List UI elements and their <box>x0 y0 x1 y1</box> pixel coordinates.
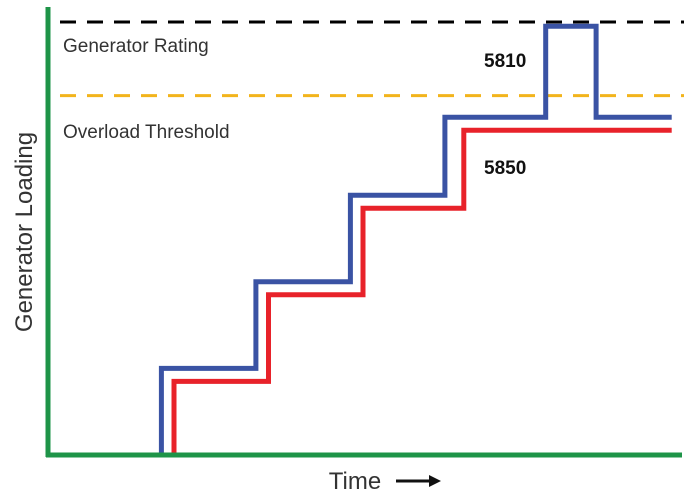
generator-rating-label: Generator Rating <box>63 36 209 57</box>
axes <box>45 7 682 458</box>
series-label-5810: 5810 <box>484 51 526 72</box>
reference-lines <box>60 20 684 98</box>
y-axis-label: Generator Loading <box>11 132 38 332</box>
series-lines <box>158 23 672 455</box>
x-axis-label: Time <box>329 468 381 493</box>
series-line-5850 <box>171 127 672 455</box>
labels: Generator Rating Overload Threshold 5810… <box>11 36 526 493</box>
series-line-5810 <box>158 23 672 455</box>
series-label-5850: 5850 <box>484 158 526 179</box>
overload-threshold-label: Overload Threshold <box>63 122 230 143</box>
time-arrow-icon <box>396 475 441 487</box>
